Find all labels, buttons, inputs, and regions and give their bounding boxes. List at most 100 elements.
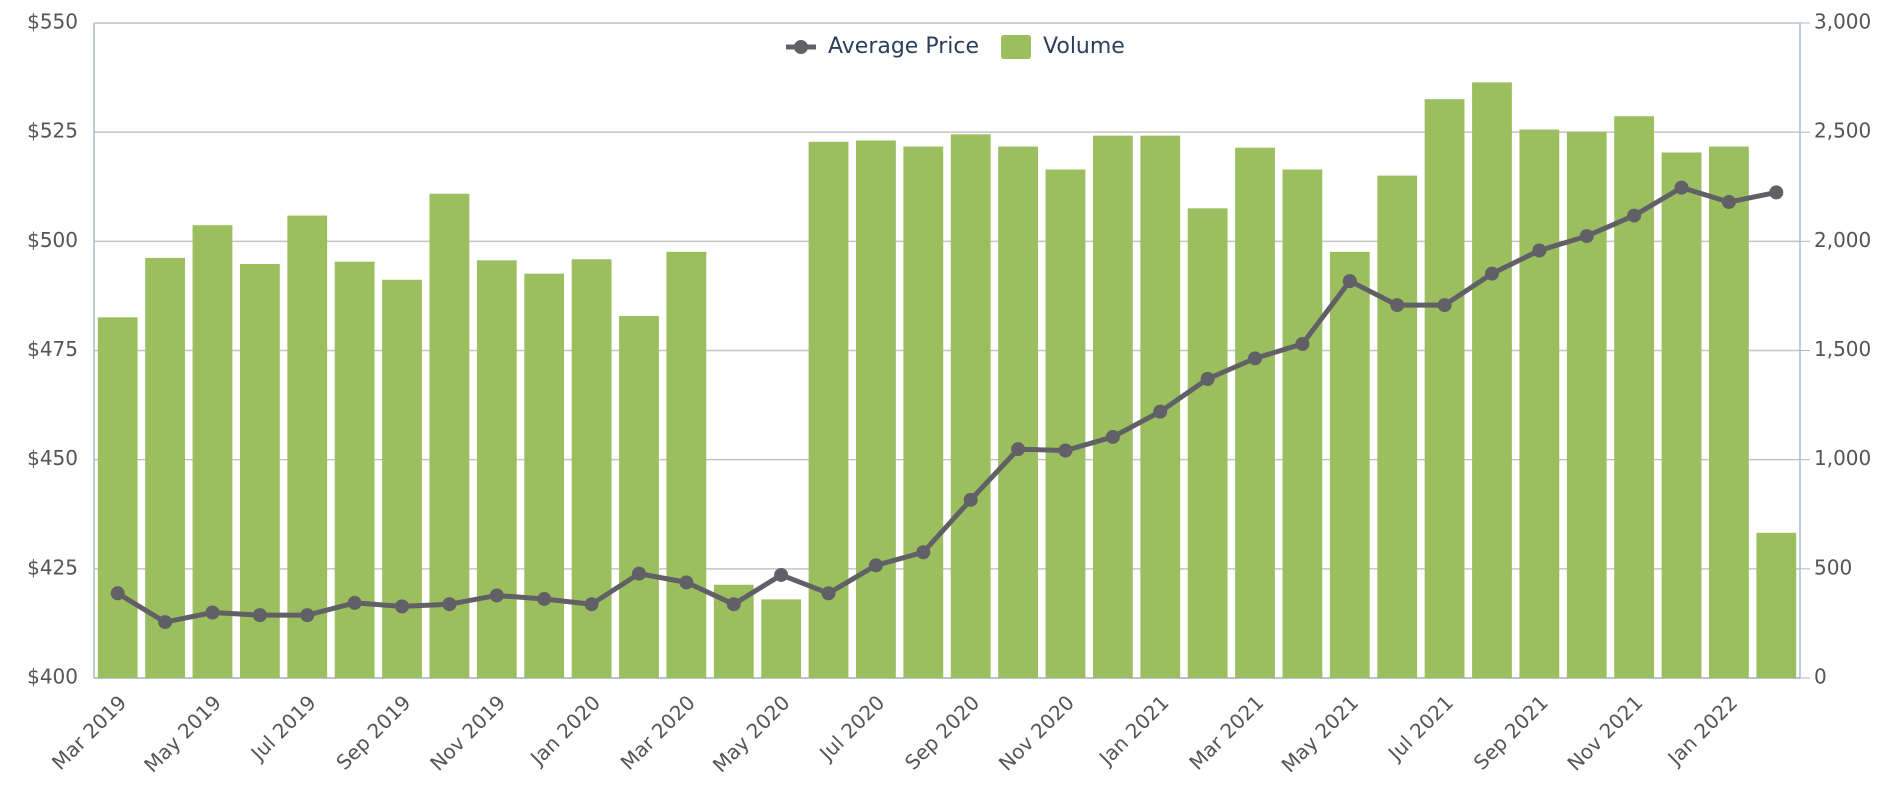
line-point: [679, 575, 694, 590]
line-point: [347, 595, 362, 610]
bar: [334, 261, 375, 678]
line-point: [158, 615, 173, 630]
bar: [950, 134, 991, 679]
y-tick-label: $500: [27, 228, 78, 252]
y2-tick-label: 2,000: [1814, 228, 1871, 252]
line-point: [1532, 243, 1547, 258]
bar: [856, 140, 896, 679]
bar: [1424, 99, 1465, 678]
x-tick-label: Jan 2022: [1662, 690, 1743, 771]
line-point: [631, 566, 646, 581]
line-point: [252, 608, 267, 623]
line-point: [300, 608, 315, 623]
line-point: [916, 545, 931, 560]
x-tick-label: Mar 2020: [616, 690, 700, 774]
bar: [903, 146, 944, 678]
line-point: [1058, 443, 1073, 458]
bar: [1377, 175, 1418, 679]
line-point: [584, 597, 599, 612]
x-tick-label: Jan 2020: [524, 690, 605, 771]
x-tick-label: May 2019: [139, 690, 226, 777]
bar: [1661, 152, 1702, 678]
bar: [287, 215, 328, 678]
bar: [1756, 532, 1797, 678]
line: [116, 185, 1777, 625]
bar: [524, 273, 565, 678]
legend-swatch: [1001, 35, 1032, 59]
x-tick-label: Jan 2021: [1093, 690, 1174, 771]
x-tick-label: Nov 2020: [994, 690, 1079, 775]
bar: [1092, 135, 1133, 678]
x-tick-label: May 2021: [1277, 690, 1364, 777]
x-tick-label: Nov 2021: [1563, 690, 1648, 775]
line-point: [1627, 208, 1642, 223]
y-tick-label: $525: [27, 119, 78, 143]
line-point: [1674, 180, 1689, 195]
y2-tick-label: 500: [1814, 555, 1852, 579]
y2-tick-label: 2,500: [1814, 119, 1871, 143]
x-tick-label: Sep 2020: [900, 690, 984, 774]
bar: [1709, 146, 1749, 678]
legend-label: Average Price: [828, 34, 979, 59]
x-tick-label: Jul 2019: [245, 690, 321, 766]
line-point: [1248, 351, 1263, 366]
bar: [1519, 129, 1560, 679]
bar: [1566, 131, 1607, 678]
legend: Average Price Volume: [786, 34, 1125, 59]
bar: [1187, 208, 1228, 679]
line-point: [1200, 371, 1215, 386]
line-point: [774, 567, 789, 582]
bar: [382, 279, 422, 678]
line-point: [1437, 298, 1452, 313]
y-tick-label: $400: [27, 665, 78, 689]
x-tick-label: May 2020: [708, 690, 795, 777]
line-point: [726, 597, 741, 612]
bar: [1614, 116, 1655, 678]
x-tick-label: Nov 2019: [425, 690, 510, 775]
bar: [97, 317, 138, 678]
x-tick-label: Sep 2021: [1469, 690, 1553, 774]
y2-tick-label: 3,000: [1814, 10, 1871, 34]
bar: [192, 225, 233, 678]
x-tick-label: Jul 2021: [1382, 690, 1458, 766]
line-point: [1390, 298, 1405, 313]
line-point: [489, 588, 504, 603]
line-point: [1484, 266, 1499, 281]
legend-label: Volume: [1043, 34, 1125, 59]
y-tick-label: $475: [27, 337, 78, 361]
line-point: [1721, 195, 1736, 210]
y2-tick-label: 1,500: [1814, 337, 1871, 361]
bar: [1282, 169, 1323, 679]
bar: [1235, 147, 1275, 678]
bar: [476, 260, 517, 678]
line-point: [442, 597, 457, 612]
line-point: [1769, 185, 1784, 200]
y-tick-label: $550: [27, 10, 78, 34]
line-point: [821, 586, 836, 601]
line-point: [110, 586, 125, 601]
line-point: [1295, 336, 1310, 351]
x-tick-label: Jul 2020: [813, 690, 889, 766]
bar: [619, 316, 659, 678]
line-point: [963, 492, 978, 507]
line-point: [1579, 229, 1594, 244]
x-tick-label: Mar 2021: [1184, 690, 1268, 774]
line-point: [537, 591, 552, 606]
bar: [1045, 169, 1086, 679]
legend-marker: [794, 40, 808, 54]
line-point: [1342, 274, 1357, 289]
bar: [666, 251, 707, 678]
bar: [761, 599, 802, 678]
y2-tick-label: 0: [1814, 665, 1827, 689]
bar: [998, 146, 1038, 678]
line-point: [395, 599, 410, 614]
y2-tick-label: 1,000: [1814, 446, 1871, 470]
line-point: [1153, 404, 1168, 419]
x-tick-label: Mar 2019: [47, 690, 131, 774]
line-point: [1105, 429, 1120, 444]
bar: [571, 259, 612, 678]
bar: [1329, 251, 1370, 678]
bar: [1472, 82, 1512, 679]
y-tick-label: $425: [27, 555, 78, 579]
